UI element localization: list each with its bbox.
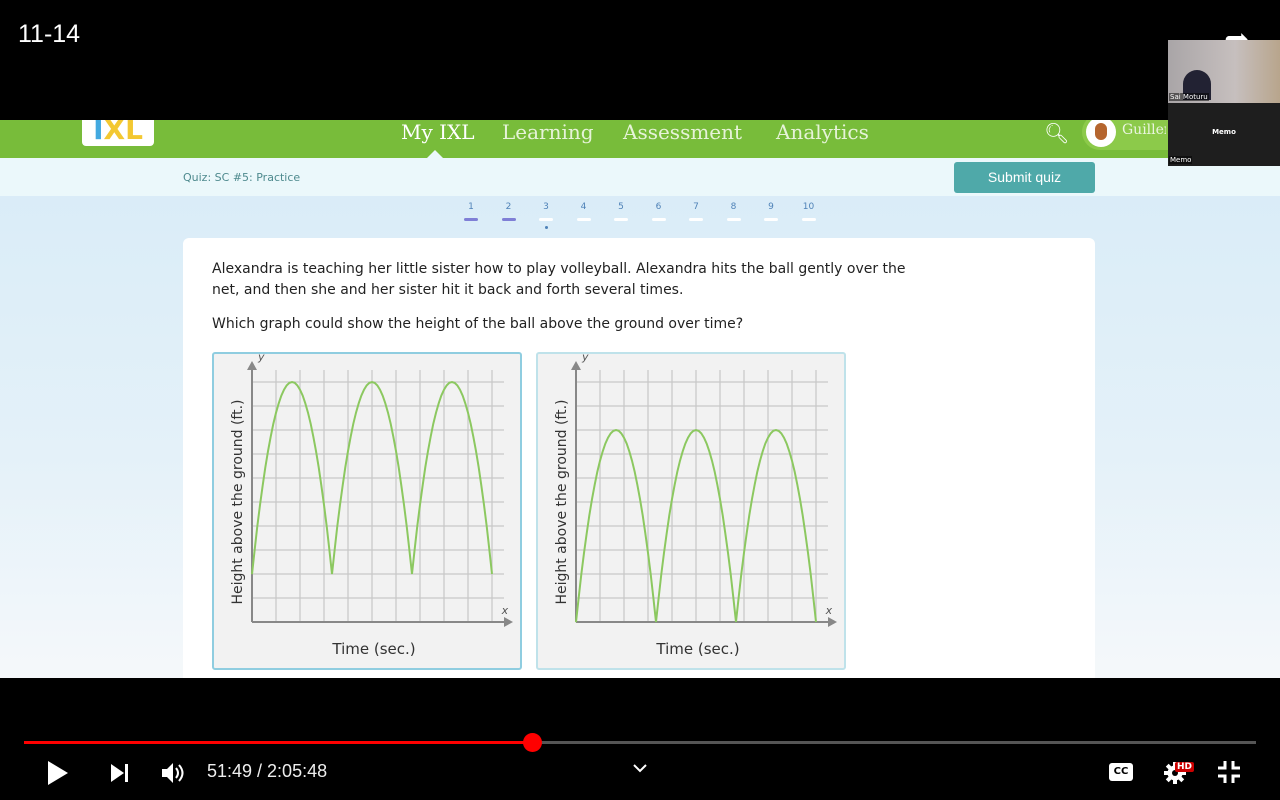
time-display: 51:49 / 2:05:48 [207, 761, 328, 781]
ixl-nav-bar: IXL My IXL Learning Assessment Analytics… [0, 120, 1280, 158]
username: Guillermo [1122, 122, 1166, 138]
question-number-9[interactable]: 9 [762, 202, 780, 221]
question-status-bar [764, 218, 778, 221]
question-number-3[interactable]: 3 [537, 202, 555, 229]
graph-1: xy [247, 354, 513, 627]
progress-bar[interactable] [24, 733, 1256, 752]
question-status-bar [801, 218, 816, 221]
y-axis-label: Height above the ground (ft.) [230, 399, 246, 605]
participant-name: Sai Moturu [1169, 93, 1209, 101]
question-status-bar [501, 218, 516, 221]
current-question-dot [545, 226, 548, 229]
question-number-1[interactable]: 1 [462, 202, 480, 221]
nav-assessment[interactable]: Assessment [623, 120, 743, 144]
volume-icon[interactable] [160, 760, 186, 786]
y-axis-label: Height above the ground (ft.) [554, 399, 570, 605]
avatar [1086, 120, 1116, 147]
next-icon[interactable] [110, 763, 130, 783]
username-clip: Guillermo [1122, 122, 1166, 142]
x-axis-label: Time (sec.) [332, 640, 416, 658]
question-text: Alexandra is teaching her little sister … [212, 261, 906, 298]
question-number-label: 6 [655, 202, 662, 212]
nav-my-ixl[interactable]: My IXL [401, 120, 475, 144]
y-axis-letter: y [257, 354, 265, 363]
question-status-bar [689, 218, 703, 221]
question-number-4[interactable]: 4 [575, 202, 593, 221]
question-status-bar [539, 218, 553, 221]
question-number-label: 7 [693, 202, 699, 212]
question-number-2[interactable]: 2 [500, 202, 518, 221]
question-number-label: 5 [618, 202, 624, 212]
x-axis-arrow [504, 617, 513, 627]
submit-quiz-button[interactable]: Submit quiz [954, 162, 1095, 193]
question-number-6[interactable]: 6 [650, 202, 668, 221]
active-nav-caret [427, 150, 443, 158]
x-axis-letter: x [501, 604, 509, 617]
x-axis-arrow [828, 617, 837, 627]
search-icon[interactable]: 🔍︎ [1044, 121, 1070, 145]
question-number-label: 10 [802, 202, 815, 212]
question-status-bar [464, 218, 478, 221]
data-curve [251, 380, 493, 575]
question-number-label: 4 [580, 202, 587, 212]
captions-icon[interactable]: CC [1109, 763, 1133, 781]
x-axis-letter: x [825, 604, 833, 617]
x-axis-label: Time (sec.) [656, 640, 740, 658]
chevron-down-icon[interactable] [632, 763, 648, 775]
nav-learning[interactable]: Learning [502, 120, 594, 144]
play-icon[interactable] [46, 760, 70, 786]
question-prompt: Which graph could show the height of the… [212, 316, 744, 332]
participant-center-name: Memo [1212, 128, 1236, 136]
question-number-label: 3 [543, 202, 549, 212]
question-number-5[interactable]: 5 [612, 202, 630, 221]
question-number-7[interactable]: 7 [687, 202, 705, 221]
quiz-title: Quiz: SC #5: Practice [183, 171, 301, 184]
question-number-label: 9 [768, 202, 774, 212]
question-number-label: 8 [730, 202, 737, 212]
question-card: Alexandra is teaching her little sister … [183, 238, 1095, 678]
participant-name: Memo [1169, 156, 1193, 164]
zoom-video-overlay: Sai Moturu Memo Memo [1168, 40, 1280, 166]
hd-badge: HD [1175, 762, 1195, 772]
fullscreen-exit-icon[interactable] [1217, 760, 1241, 784]
quiz-bar: Quiz: SC #5: Practice Submit quiz [0, 158, 1280, 196]
nav-analytics[interactable]: Analytics [776, 120, 869, 144]
question-number-label: 2 [505, 202, 512, 212]
graph-2: xy [571, 354, 837, 627]
y-axis-letter: y [581, 354, 589, 363]
question-number-label: 1 [468, 202, 474, 212]
question-status-bar [614, 218, 628, 221]
ixl-logo[interactable]: IXL [82, 120, 154, 146]
y-axis-arrow [571, 361, 581, 370]
data-curve [575, 428, 817, 623]
y-axis-arrow [247, 361, 257, 370]
question-status-bar [726, 218, 741, 221]
question-status-bar [576, 218, 591, 221]
progress-played [24, 741, 532, 744]
video-frame[interactable]: IXL My IXL Learning Assessment Analytics… [0, 120, 1280, 678]
video-title: 11-14 [18, 20, 81, 48]
question-number-10[interactable]: 10 [800, 202, 818, 221]
question-status-bar [651, 218, 666, 221]
scrubber-handle[interactable] [522, 733, 542, 752]
question-number-8[interactable]: 8 [725, 202, 743, 221]
